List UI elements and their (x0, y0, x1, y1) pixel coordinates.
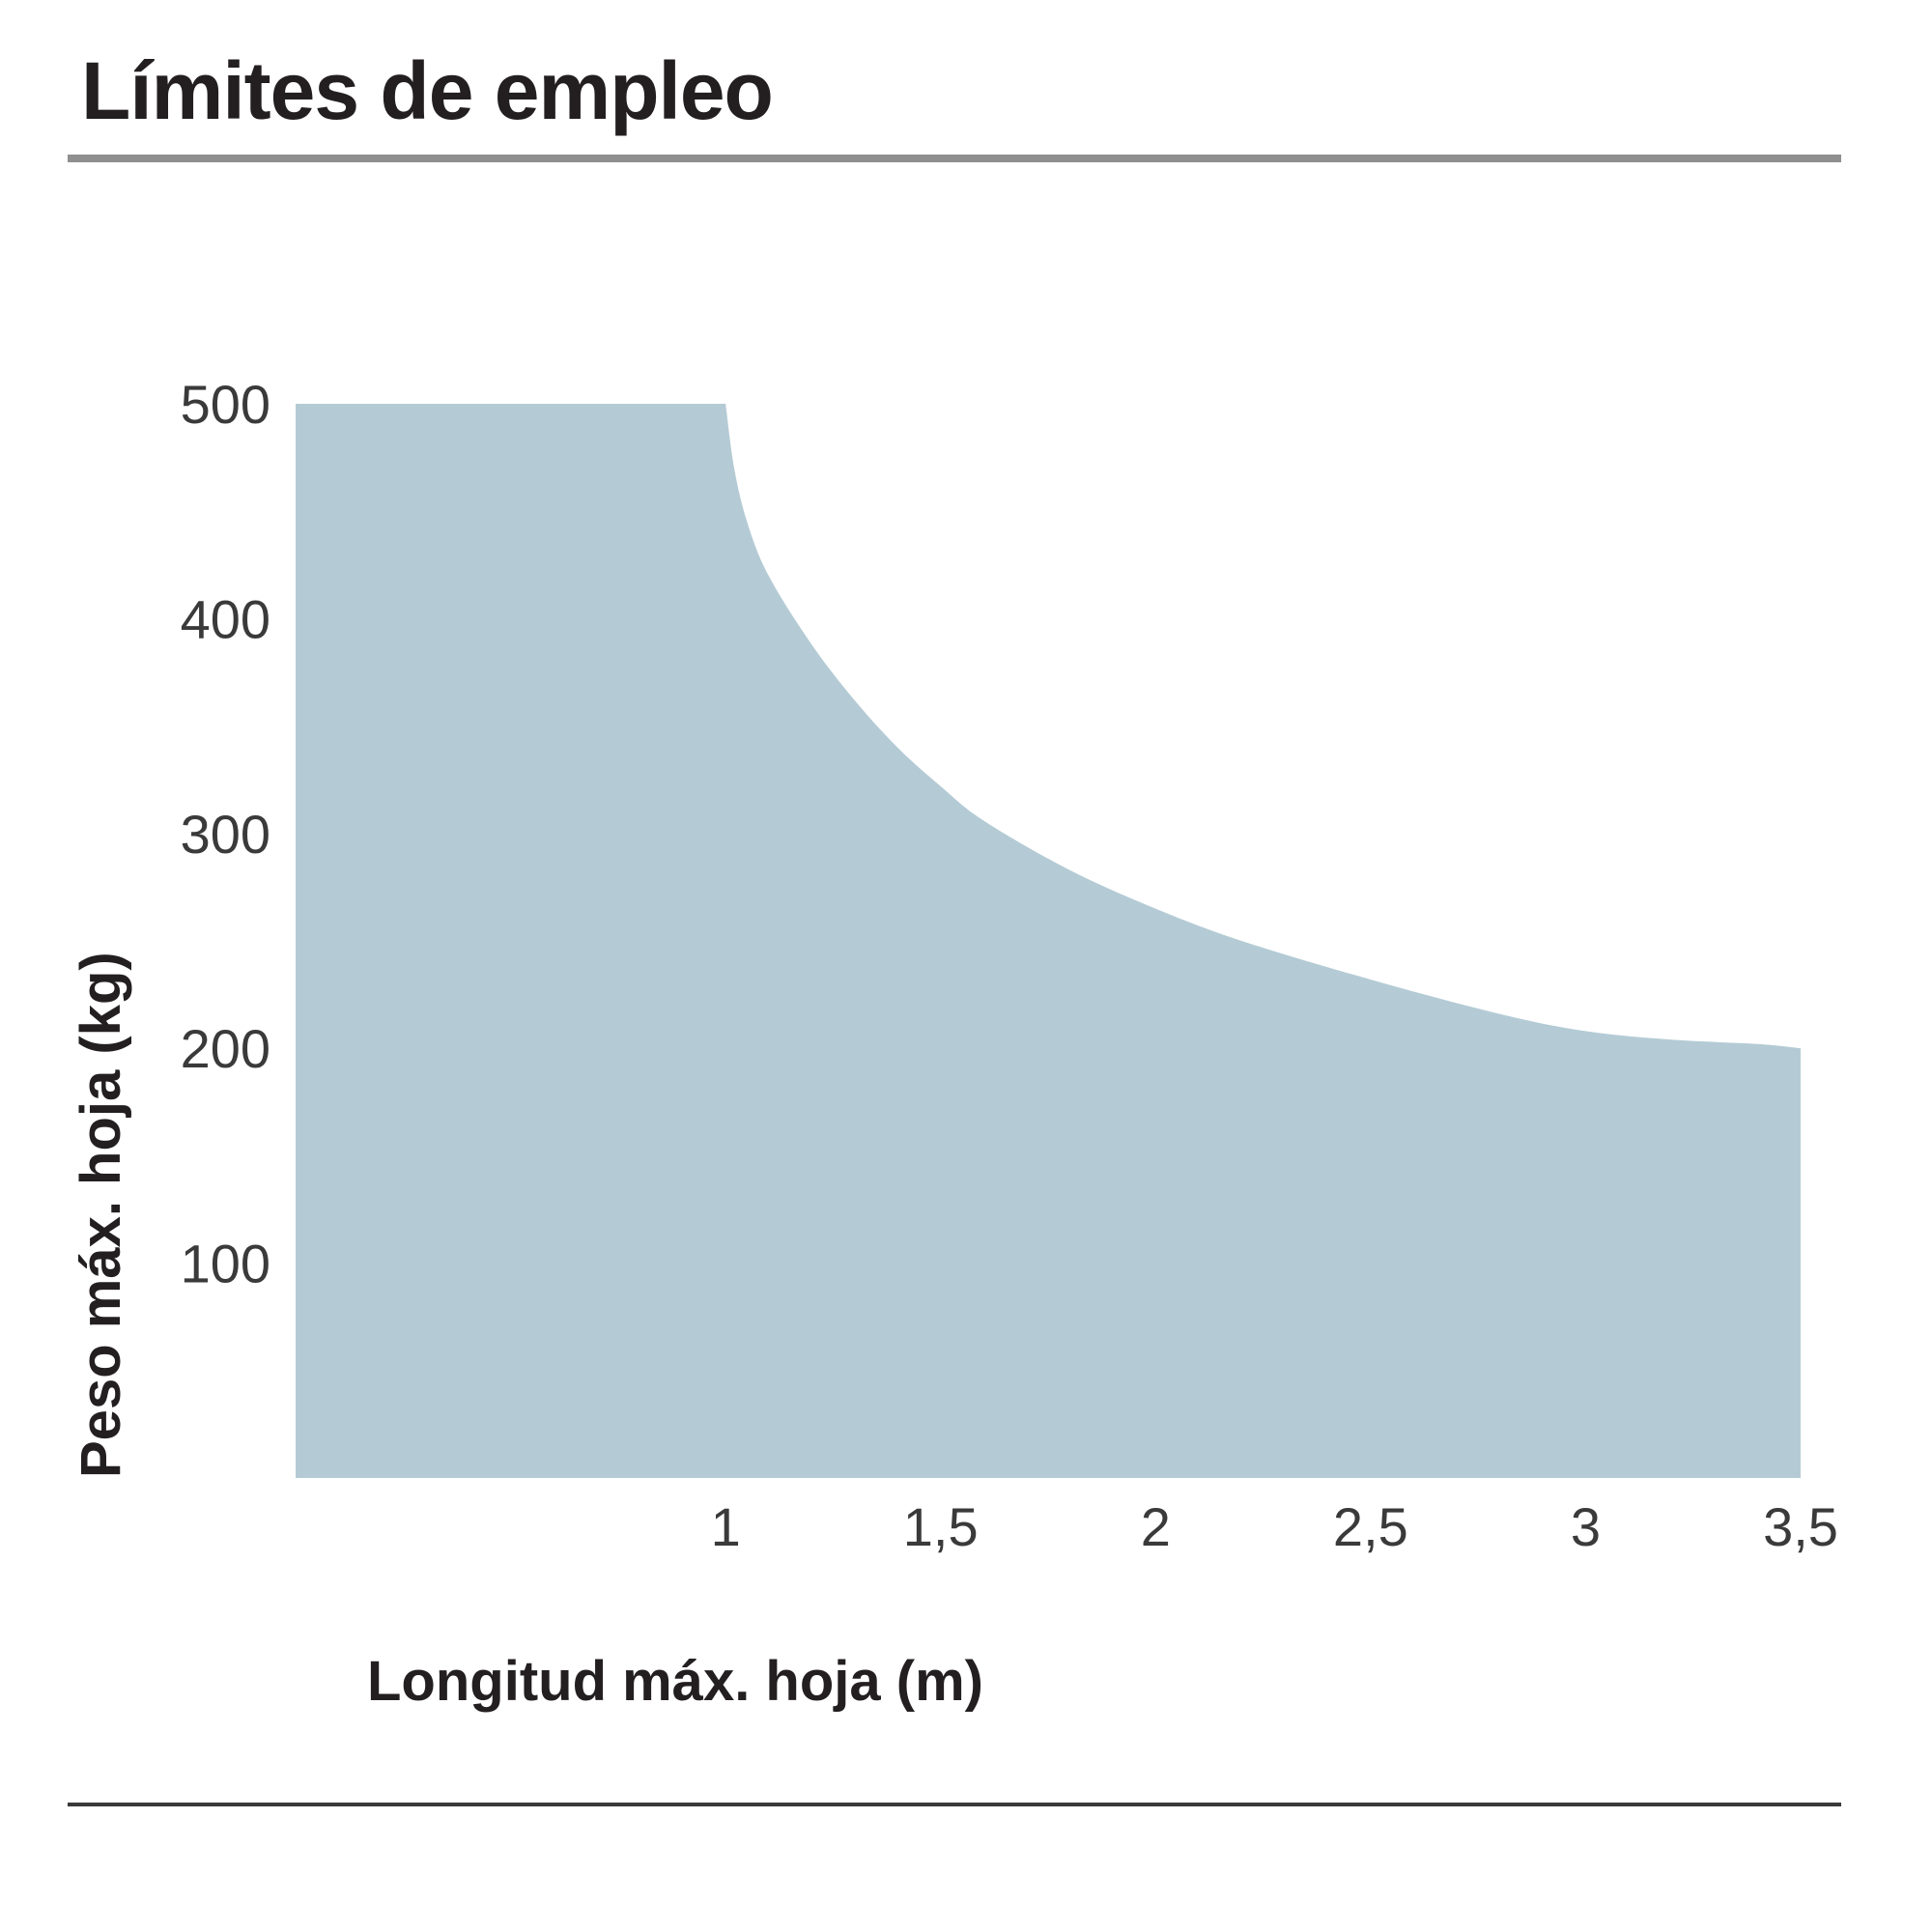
y-tick-label: 100 (181, 1234, 270, 1294)
page-title: Límites de empleo (81, 45, 774, 136)
x-tick-label: 1 (711, 1496, 741, 1557)
y-tick-label: 200 (181, 1018, 270, 1079)
x-tick-label: 3 (1571, 1496, 1601, 1557)
y-tick-label: 500 (181, 374, 270, 435)
x-tick-label: 1,5 (903, 1496, 979, 1557)
x-tick-label: 2,5 (1333, 1496, 1408, 1557)
y-axis-ticks: 100 200 300 400 500 (181, 374, 270, 1294)
y-axis-title: Peso máx. hoja (kg) (70, 952, 132, 1478)
y-tick-label: 400 (181, 588, 270, 649)
bottom-divider (68, 1803, 1841, 1806)
x-axis-title: Longitud máx. hoja (m) (367, 1650, 983, 1713)
x-axis-ticks: 1 1,5 2 2,5 3 3,5 (711, 1496, 1838, 1557)
allowed-area (296, 404, 1801, 1478)
y-tick-label: 300 (181, 804, 270, 865)
plot-area (296, 404, 1801, 1478)
x-tick-label: 2 (1141, 1496, 1171, 1557)
x-tick-label: 3,5 (1763, 1496, 1838, 1557)
title-divider (68, 155, 1841, 162)
